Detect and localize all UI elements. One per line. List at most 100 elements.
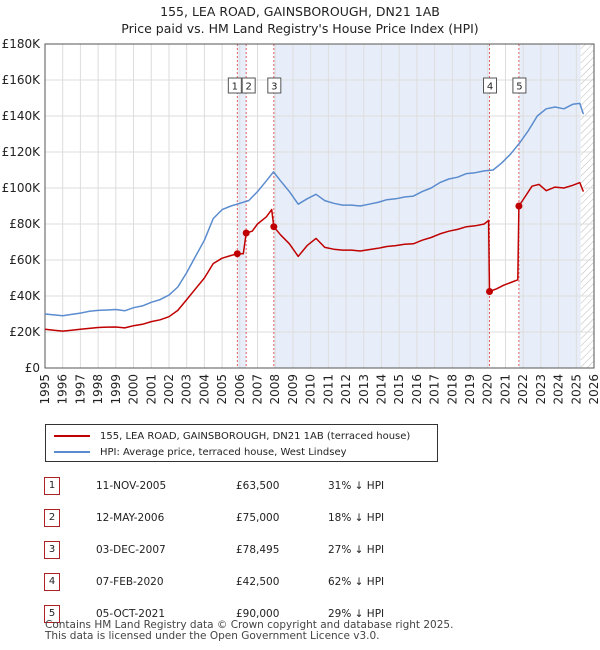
shaded-period [237,44,247,368]
sale-date: 07-FEB-2020 [96,576,164,588]
sale-point [233,250,241,258]
legend-line-hpi [54,451,90,453]
x-tick-label: 1997 [73,374,87,405]
x-tick-label: 2024 [552,374,566,405]
y-tick-label: £180K [2,37,42,51]
sale-hpi-diff: 62% ↓ HPI [328,576,385,588]
chart-subtitle: Price paid vs. HM Land Registry's House … [121,21,479,36]
x-tick-label: 2005 [215,374,229,405]
legend-label-hpi: HPI: Average price, terraced house, West… [100,446,347,458]
footer-copyright: Contains HM Land Registry data © Crown c… [45,619,454,631]
sale-date: 11-NOV-2005 [96,480,167,492]
sale-number-box [227,77,242,94]
x-tick-label: 2020 [481,374,495,405]
sale-number-label: 4 [487,82,493,93]
footer-notice: Contains HM Land Registry data © Crown c… [45,620,453,642]
x-tick-label: 2021 [498,374,512,405]
table-row: 2 12-MAY-2006 £75,000 18% ↓ HPI [30,502,384,534]
x-tick-label: 2022 [516,374,530,405]
sale-number-label: 5 [516,82,522,93]
sales-table: 1 11-NOV-2005 £63,500 31% ↓ HPI 2 12-MAY… [30,470,384,630]
legend: 155, LEA ROAD, GAINSBOROUGH, DN21 1AB (t… [45,424,438,462]
sale-point [515,202,523,210]
sale-hpi-diff: 31% ↓ HPI [328,480,385,492]
price-chart: £0 £20K £40K £60K £80K £100K £120K £140K £160K £1… [2,37,600,405]
sale-number: 2 [44,509,60,527]
sale-price: £42,500 [236,576,280,588]
sale-number: 1 [44,477,60,495]
sale-date: 12-MAY-2006 [96,512,165,524]
y-tick-label: £40K [9,289,41,303]
sale-number-box [267,77,282,94]
sale-price: £63,500 [236,480,280,492]
x-tick-label: 2010 [304,374,318,405]
legend-item-hpi: HPI: Average price, terraced house, West… [46,444,347,460]
x-tick-label: 2004 [197,374,211,405]
x-tick-label: 2007 [251,374,265,405]
x-tick-label: 2008 [268,374,282,405]
sale-date: 03-DEC-2007 [96,544,166,556]
footer-licence: This data is licensed under the Open Gov… [45,630,380,642]
sale-number-box [241,77,256,94]
legend-line-property [54,435,90,437]
y-tick-label: £20K [9,325,41,339]
y-tick-label: £80K [9,217,41,231]
legend-item-property: 155, LEA ROAD, GAINSBOROUGH, DN21 1AB (t… [46,428,410,444]
x-tick-label: 2025 [569,374,583,405]
sale-number: 4 [44,573,60,591]
x-tick-label: 2019 [463,374,477,405]
x-tick-label: 2015 [392,374,406,405]
x-tick-label: 2001 [144,374,158,405]
sale-price: £78,495 [236,544,280,556]
sale-number-box [483,77,498,94]
sale-number-label: 1 [232,82,238,93]
y-tick-label: £120K [2,145,42,159]
y-tick-label: £100K [2,181,42,195]
x-tick-label: 1998 [91,374,105,405]
x-tick-label: 2016 [410,374,424,405]
hpi-series-line [44,102,585,317]
chart-title: 155, LEA ROAD, GAINSBOROUGH, DN21 1AB Pr… [0,3,600,37]
sale-hpi-diff: 18% ↓ HPI [328,512,385,524]
x-tick-label: 1999 [109,374,123,405]
sale-number-box [512,77,527,94]
y-tick-label: £140K [2,109,42,123]
x-tick-label: 2026 [587,374,600,405]
x-tick-label: 2012 [339,374,353,405]
sale-hpi-diff: 27% ↓ HPI [328,544,385,556]
x-tick-label: 2000 [127,374,141,405]
x-tick-label: 2003 [180,374,194,405]
sale-point [486,288,494,295]
x-tick-label: 2002 [162,374,176,405]
y-tick-label: £60K [9,253,41,267]
sale-number-label: 3 [271,82,277,93]
property-series-line [44,181,585,332]
table-row: 5 05-OCT-2021 £90,000 29% ↓ HPI [30,598,384,630]
plot-frame [44,43,595,369]
x-tick-label: 2018 [445,374,459,405]
legend-label-property: 155, LEA ROAD, GAINSBOROUGH, DN21 1AB (t… [100,430,411,442]
forecast-hatch [580,44,594,368]
table-row: 4 07-FEB-2020 £42,500 62% ↓ HPI [30,566,384,598]
x-tick-label: 1996 [56,374,70,405]
x-tick-label: 2009 [286,374,300,405]
x-tick-label: 2014 [374,374,388,405]
x-tick-label: 2006 [233,374,247,405]
x-tick-label: 1995 [38,374,52,405]
sale-number-label: 2 [245,82,251,93]
sale-price: £90,000 [236,608,280,620]
sale-date: 05-OCT-2021 [96,608,165,620]
shaded-period [518,44,581,368]
sale-price: £75,000 [236,512,280,524]
sale-number: 3 [44,541,60,559]
x-tick-label: 2013 [357,374,371,405]
sale-point [242,229,250,237]
sale-number: 5 [44,605,60,623]
sale-hpi-diff: 29% ↓ HPI [328,608,385,620]
x-tick-label: 2011 [321,374,335,405]
table-row: 3 03-DEC-2007 £78,495 27% ↓ HPI [30,534,384,566]
sale-point [270,223,278,231]
chart-title-line: 155, LEA ROAD, GAINSBOROUGH, DN21 1AB [160,4,440,19]
y-tick-label: £0 [25,361,40,375]
x-tick-label: 2017 [428,374,442,405]
